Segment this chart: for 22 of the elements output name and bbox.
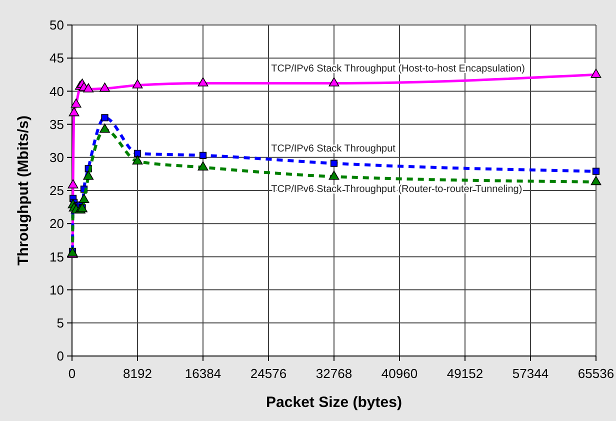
- y-tick-label: 45: [50, 50, 64, 66]
- y-tick-label: 0: [56, 348, 64, 364]
- y-tick-label: 5: [56, 315, 64, 330]
- y-tick-label: 20: [50, 216, 64, 232]
- x-tick-label: 24576: [250, 366, 287, 381]
- y-tick-label: 50: [50, 18, 64, 33]
- x-tick-label: 16384: [184, 366, 222, 381]
- x-tick-label: 40960: [381, 366, 418, 381]
- x-tick-label: 65536: [578, 366, 614, 381]
- y-tick-label: 30: [50, 150, 64, 165]
- x-axis-title: Packet Size (bytes): [266, 394, 402, 411]
- y-tick-label: 35: [50, 116, 64, 132]
- x-tick-label: 57344: [512, 366, 549, 381]
- x-tick-label: 0: [68, 366, 76, 381]
- x-tick-label: 49152: [446, 366, 484, 381]
- y-axis-title: Throughput (Mbits/s): [15, 116, 32, 266]
- y-tick-label: 25: [50, 183, 64, 198]
- y-tick-label: 15: [50, 249, 64, 264]
- y-tick-label: 10: [50, 282, 64, 298]
- x-tick-label: 32768: [316, 366, 352, 381]
- y-tick-label: 40: [50, 84, 64, 99]
- x-tick-label: 8192: [123, 366, 152, 381]
